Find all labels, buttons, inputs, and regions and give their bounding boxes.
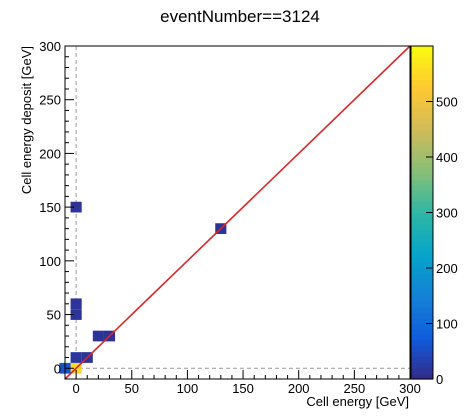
color-scale-segment bbox=[411, 73, 433, 80]
color-scale-segment bbox=[411, 268, 433, 275]
color-scale-segment bbox=[411, 373, 433, 380]
color-scale-segment bbox=[411, 68, 433, 75]
heatmap-bin bbox=[70, 309, 82, 320]
color-scale-segment bbox=[411, 51, 433, 58]
x-axis-ticks: 0 50 100 150 200 250 300 bbox=[73, 370, 421, 396]
color-scale-bar bbox=[410, 45, 434, 380]
color-scale-segment bbox=[411, 195, 433, 202]
z-tick-label: 400 bbox=[436, 150, 458, 165]
heatmap-bin bbox=[70, 201, 82, 213]
color-scale-segment bbox=[411, 295, 433, 302]
y-axis-label: Cell energy deposit [GeV] bbox=[19, 46, 34, 194]
color-scale-segment bbox=[411, 107, 433, 114]
color-scale-segment bbox=[411, 157, 433, 164]
color-scale-segment bbox=[411, 290, 433, 297]
y-tick-label: 50 bbox=[47, 308, 61, 323]
color-scale-segment bbox=[411, 306, 433, 313]
color-scale-segment bbox=[411, 57, 433, 64]
color-scale-segment bbox=[411, 151, 433, 158]
color-scale-segment bbox=[411, 251, 433, 258]
color-scale-segment bbox=[411, 284, 433, 291]
color-scale-segment bbox=[411, 301, 433, 308]
y-axis-ticks: 0 50 100 150 200 250 300 bbox=[39, 39, 74, 376]
color-scale-segment bbox=[411, 190, 433, 197]
color-scale-segment bbox=[411, 262, 433, 269]
y-tick-label: 250 bbox=[39, 93, 61, 108]
x-tick-label: 300 bbox=[399, 381, 421, 396]
color-scale-segment bbox=[411, 367, 433, 375]
color-scale-segment bbox=[411, 340, 433, 347]
x-tick-label: 100 bbox=[177, 381, 199, 396]
color-scale-segment bbox=[411, 223, 433, 230]
color-scale-segment bbox=[411, 312, 433, 319]
x-tick-label: 0 bbox=[73, 381, 80, 396]
color-scale-segment bbox=[411, 173, 433, 180]
color-scale-segment bbox=[411, 323, 433, 330]
heatmap-bin bbox=[70, 352, 82, 363]
color-scale-segment bbox=[411, 240, 433, 247]
plot-border bbox=[64, 45, 411, 380]
color-scale-segment bbox=[411, 123, 433, 130]
x-tick-label: 50 bbox=[125, 381, 139, 396]
y-tick-label: 0 bbox=[54, 361, 61, 376]
color-scale-segment bbox=[411, 145, 433, 153]
color-scale-segment bbox=[411, 317, 433, 325]
color-scale-segment bbox=[411, 95, 433, 103]
y-tick-label: 100 bbox=[39, 254, 61, 269]
color-scale-segment bbox=[411, 273, 433, 280]
color-scale-segment bbox=[411, 118, 433, 125]
color-scale-segment bbox=[411, 201, 433, 208]
color-scale-ticks: 0 100 200 300 400 500 bbox=[426, 95, 458, 387]
color-scale-segment bbox=[411, 79, 433, 86]
z-tick-label: 500 bbox=[436, 95, 458, 110]
color-scale-segment bbox=[411, 184, 433, 191]
z-tick-label: 100 bbox=[436, 317, 458, 332]
color-scale-segment bbox=[411, 101, 433, 108]
z-tick-label: 200 bbox=[436, 261, 458, 276]
color-scale-segment bbox=[411, 229, 433, 236]
color-scale-segment bbox=[411, 162, 433, 169]
color-scale-segment bbox=[411, 356, 433, 363]
x-axis-label: Cell energy [GeV] bbox=[306, 394, 409, 409]
reference-diagonal-line bbox=[64, 45, 411, 380]
color-scale-segment bbox=[411, 112, 433, 119]
color-scale-segment bbox=[411, 134, 433, 141]
color-scale-segment bbox=[411, 345, 433, 352]
color-scale-segment bbox=[411, 129, 433, 136]
color-scale-segment bbox=[411, 234, 433, 241]
z-tick-label: 0 bbox=[436, 372, 443, 387]
color-scale-segment bbox=[411, 62, 433, 69]
color-scale-segment bbox=[411, 334, 433, 341]
color-scale-segment bbox=[411, 362, 433, 369]
z-tick-label: 300 bbox=[436, 206, 458, 221]
x-tick-label: 200 bbox=[288, 381, 310, 396]
color-scale-segment bbox=[411, 245, 433, 252]
y-tick-label: 150 bbox=[39, 200, 61, 215]
color-scale-segment bbox=[411, 206, 433, 214]
color-scale-segment bbox=[411, 256, 433, 264]
y-tick-label: 200 bbox=[39, 146, 61, 161]
color-scale-segment bbox=[411, 329, 433, 336]
color-scale-segment bbox=[411, 46, 433, 53]
heatmap-bin bbox=[92, 330, 104, 342]
chart-title: eventNumber==3124 bbox=[160, 7, 320, 26]
color-scale-segment bbox=[411, 218, 433, 225]
color-scale-segment bbox=[411, 140, 433, 147]
heatmap-bin bbox=[70, 298, 82, 310]
color-scale-segment bbox=[411, 351, 433, 358]
x-tick-label: 150 bbox=[232, 381, 254, 396]
color-scale-segment bbox=[411, 179, 433, 186]
x-tick-label: 250 bbox=[344, 381, 366, 396]
color-scale-segment bbox=[411, 90, 433, 97]
color-scale-segment bbox=[411, 212, 433, 219]
plot-area: 0 50 100 150 200 250 300 0 50 100 150 200 250 300 bbox=[39, 39, 421, 396]
color-scale-segment bbox=[411, 84, 433, 91]
color-scale-segment bbox=[411, 168, 433, 175]
color-scale-segment bbox=[411, 279, 433, 286]
y-tick-label: 300 bbox=[39, 39, 61, 54]
